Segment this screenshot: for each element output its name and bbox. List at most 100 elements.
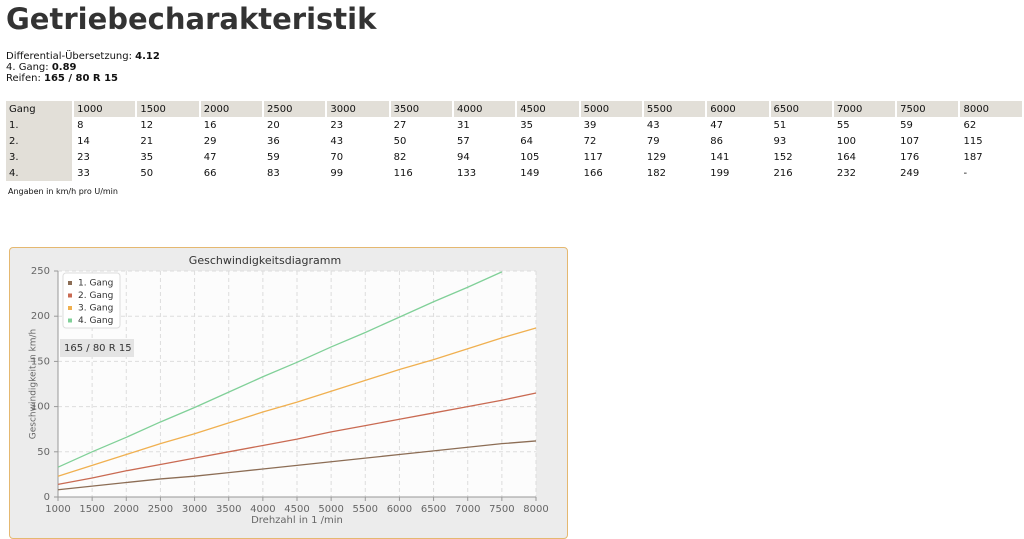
- legend-box: [62, 272, 121, 329]
- info-label: Reifen:: [6, 73, 41, 84]
- x-tick-label: 5500: [353, 504, 378, 515]
- x-axis-label: Drehzahl in 1 /min: [251, 515, 343, 525]
- table-cell: 232: [836, 167, 856, 179]
- table-cell: 83: [267, 167, 280, 179]
- x-tick-label: 3500: [216, 504, 241, 515]
- header-cell: 3000: [327, 101, 389, 117]
- table-cell: 43: [330, 135, 344, 147]
- table-cell: 1.: [6, 117, 73, 133]
- table-cell: 2.: [6, 133, 73, 149]
- x-tick-label: 4500: [284, 504, 309, 515]
- table-cell: 47: [203, 151, 217, 163]
- table-cell: 93: [773, 135, 787, 147]
- table-cell: 141: [710, 151, 730, 163]
- table-cell: 70: [330, 151, 344, 163]
- legend-swatch: [68, 281, 72, 285]
- x-tick-label: 3000: [182, 504, 207, 515]
- x-tick-label: 8000: [523, 504, 548, 515]
- header-cell: 5000: [580, 101, 642, 117]
- gear-table: Gang 1000 1500 2000 2500 3000 3500 4000 4500 5000…: [4, 101, 1024, 181]
- legend-label: 4. Gang: [78, 316, 113, 326]
- legend-swatch: [68, 318, 72, 323]
- table-cell: 4.: [6, 165, 73, 181]
- header-cell: Gang: [6, 101, 73, 117]
- series-line: [57, 440, 537, 491]
- header-cell: 1500: [137, 101, 199, 117]
- table-cell: 31: [456, 119, 470, 131]
- x-tick-label: 2500: [148, 504, 173, 515]
- table-row: 1. 8 12 16 20 23 27 31 35 39 43 47 51 55 59 62: [6, 117, 1022, 133]
- x-tick-label: 1000: [45, 504, 70, 515]
- info-label: 4. Gang:: [6, 62, 49, 73]
- table-cell: 23: [330, 119, 344, 131]
- table-cell: 72: [583, 135, 597, 147]
- table-cell: 59: [267, 151, 280, 163]
- page: Getriebecharakteristik Differential-Über…: [4, 2, 1024, 539]
- page-title: Getriebecharakteristik: [6, 2, 377, 36]
- table-cell: 59: [900, 119, 913, 131]
- legend-swatch: [68, 306, 72, 310]
- table-cell: 105: [520, 151, 540, 163]
- table-cell: 27: [393, 119, 407, 131]
- table-cell: 12: [140, 119, 154, 131]
- table-cell: 116: [393, 167, 413, 179]
- table-cell: 35: [140, 151, 154, 163]
- info-value: 165 / 80 R 15: [44, 73, 118, 84]
- table-cell: 100: [836, 135, 856, 147]
- x-tick-label: 7000: [455, 504, 480, 515]
- legend-label: 1. Gang: [78, 279, 113, 289]
- header-cell: 5500: [643, 101, 706, 117]
- y-axis-label: Geschwindigkeit in km/h: [29, 329, 39, 439]
- header-cell: 4500: [517, 101, 579, 117]
- table-cell: 20: [267, 119, 280, 131]
- table-cell: 216: [773, 167, 793, 179]
- table-cell: 57: [456, 135, 470, 147]
- annotation-box: [60, 339, 134, 357]
- table-cell: 50: [140, 167, 154, 179]
- x-tick-label: 7500: [489, 504, 514, 515]
- table-cell: 182: [646, 167, 667, 179]
- table-cell: 176: [900, 151, 920, 163]
- table-cell: 35: [520, 119, 534, 131]
- series-line: [57, 327, 537, 477]
- table-cell: 3.: [6, 149, 73, 165]
- table-row: 2. 14 21 29 36 43 50 57 64 72 79 86 93 100 107 115: [6, 133, 1022, 149]
- table-cell: -: [963, 167, 968, 179]
- table-cell: 249: [900, 167, 920, 179]
- legend-label: 3. Gang: [78, 304, 113, 314]
- y-tick-label: 200: [31, 311, 50, 322]
- x-tick-label: 2000: [114, 504, 139, 515]
- header-cell: 4000: [453, 101, 516, 117]
- annotation: 165 / 80 R 15: [64, 343, 132, 354]
- table-cell: 133: [456, 167, 477, 179]
- header-cell: 3500: [390, 101, 452, 117]
- table-cell: 99: [330, 167, 344, 179]
- y-tick-label: 50: [37, 447, 50, 458]
- info-line: 4. Gang: 0.89: [6, 62, 160, 73]
- table-row: 3. 23 35 47 59 70 82 94 105 117 129 141 152 164 176 187: [6, 149, 1022, 165]
- header-cell: 8000: [960, 101, 1022, 117]
- table-cell: 94: [456, 151, 470, 163]
- series-line: [57, 271, 503, 468]
- table-cell: 29: [203, 135, 217, 147]
- table-cell: 16: [203, 119, 217, 131]
- table-cell: 14: [77, 135, 90, 147]
- table-cell: 149: [520, 167, 540, 179]
- header-cell: 7500: [897, 101, 959, 117]
- info-line: Reifen: 165 / 80 R 15: [6, 73, 160, 84]
- series-line: [57, 392, 537, 485]
- x-tick-label: 5000: [318, 504, 343, 515]
- table-cell: 21: [140, 135, 154, 147]
- table-row: 4. 33 50 66 83 99 116 133 149 166 182 199 216 232 249 -: [6, 165, 1022, 181]
- table-cell: 199: [710, 167, 730, 179]
- y-tick-label: 0: [44, 492, 50, 503]
- y-tick-label: 250: [31, 266, 50, 277]
- legend-swatch: [68, 293, 72, 298]
- table-cell: 62: [963, 119, 977, 131]
- table-cell: 164: [836, 151, 856, 163]
- table-cell: 82: [393, 151, 407, 163]
- x-tick-label: 6500: [421, 504, 446, 515]
- table-cell: 55: [836, 119, 850, 131]
- x-tick-label: 6000: [387, 504, 412, 515]
- header-cell: 2000: [200, 101, 263, 117]
